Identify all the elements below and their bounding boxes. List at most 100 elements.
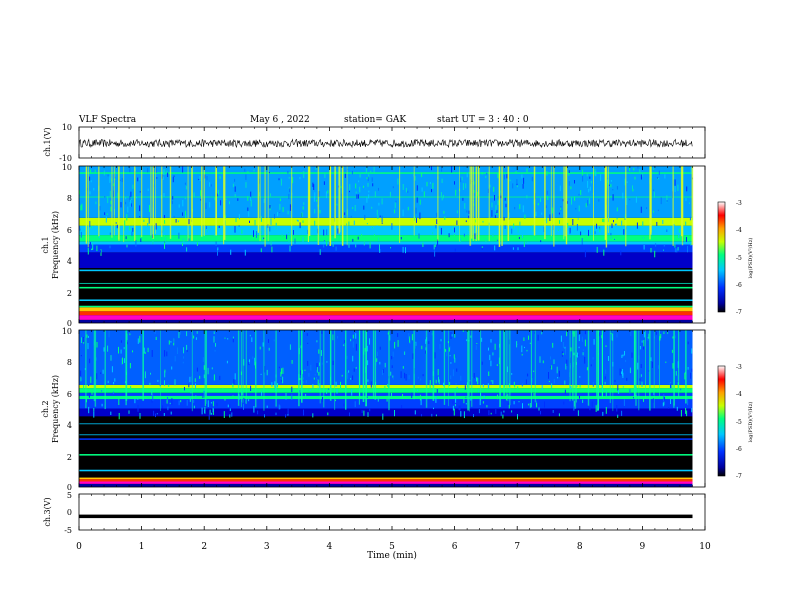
spec2-speckle bbox=[363, 410, 365, 416]
spec1-speckle bbox=[378, 237, 380, 241]
spec2-speckle bbox=[193, 405, 195, 409]
spec2-speckle bbox=[250, 385, 252, 391]
spec2-speckle bbox=[629, 389, 631, 394]
spec1-speckle bbox=[163, 169, 165, 175]
spec2-speckle bbox=[564, 346, 566, 349]
spec2-speckle bbox=[687, 341, 689, 345]
spec1-impulse bbox=[682, 166, 684, 242]
spec2-speckle bbox=[366, 345, 368, 352]
spec1-speckle bbox=[296, 219, 298, 221]
spec2-impulse bbox=[301, 330, 303, 403]
spec2-speckle bbox=[414, 342, 416, 349]
spec1-speckle bbox=[429, 182, 431, 185]
spec2-impulse bbox=[323, 330, 325, 408]
spec2-speckle bbox=[421, 345, 423, 350]
spec2-speckle bbox=[526, 349, 528, 352]
spec2-speckle bbox=[132, 350, 133, 353]
spec2-speckle bbox=[326, 390, 328, 394]
spec1-speckle bbox=[676, 248, 678, 253]
spec1-speckle bbox=[288, 232, 290, 234]
spec1-speckle bbox=[581, 238, 583, 245]
spec2-speckle bbox=[213, 336, 215, 343]
spec2-speckle bbox=[392, 375, 394, 378]
spec1-speckle bbox=[473, 190, 475, 193]
spec1-speckle bbox=[532, 225, 534, 232]
spec2-speckle bbox=[93, 411, 95, 418]
spec1-speckle bbox=[576, 224, 578, 231]
spec1-speckle bbox=[580, 231, 582, 236]
spec1-speckle bbox=[268, 172, 270, 174]
spec2-speckle bbox=[193, 400, 195, 403]
spec1-speckle bbox=[166, 170, 168, 174]
spec2-speckle bbox=[196, 331, 198, 334]
spec2-speckle bbox=[435, 414, 437, 417]
spec2-speckle bbox=[680, 410, 682, 417]
spec2-speckle bbox=[268, 347, 270, 351]
spec1-speckle bbox=[663, 249, 664, 251]
spec1-speckle bbox=[183, 238, 185, 242]
spec1-speckle bbox=[496, 213, 498, 216]
spec2-speckle bbox=[81, 337, 82, 343]
spec2-speckle bbox=[257, 410, 259, 415]
spec1-speckle bbox=[379, 215, 381, 217]
spec1-speckle bbox=[504, 197, 506, 201]
spec1-speckle bbox=[436, 219, 438, 224]
spec1-speckle bbox=[606, 179, 608, 183]
spec2-speckle bbox=[156, 413, 158, 415]
spec2-impulse bbox=[638, 330, 640, 411]
spec2-speckle bbox=[440, 339, 442, 342]
spec1-speckle bbox=[90, 169, 92, 174]
spec2-impulse bbox=[104, 330, 106, 410]
spec1-speckle bbox=[584, 250, 586, 258]
spec2-speckle bbox=[477, 377, 479, 385]
spec1-speckle bbox=[589, 198, 591, 204]
ch2-cbar-tick-m5: -5 bbox=[736, 419, 742, 426]
spec2-speckle bbox=[130, 386, 132, 392]
spec2-speckle bbox=[643, 340, 645, 347]
spec1-speckle bbox=[491, 202, 493, 208]
spec2-speckle bbox=[349, 412, 350, 417]
spec2-speckle bbox=[285, 393, 287, 400]
spec2-speckle bbox=[307, 360, 309, 366]
spec2-speckle bbox=[137, 404, 139, 412]
spec1-speckle bbox=[407, 190, 409, 193]
spec2-speckle bbox=[582, 399, 584, 403]
spec2-speckle bbox=[174, 356, 176, 362]
spec2-speckle bbox=[143, 347, 145, 354]
spec2-speckle bbox=[455, 383, 457, 385]
spec2-speckle bbox=[490, 380, 492, 382]
ch3-waveform-ylabel: ch.3(V) bbox=[43, 497, 52, 526]
xtick-2: 2 bbox=[201, 542, 207, 552]
spec1-speckle bbox=[164, 237, 166, 244]
spec1-speckle bbox=[234, 225, 236, 233]
spec2-speckle bbox=[367, 412, 369, 417]
spec1-speckle bbox=[217, 249, 218, 256]
spec2-speckle bbox=[435, 379, 437, 384]
spec1-speckle bbox=[260, 248, 262, 253]
spec1-speckle bbox=[254, 219, 256, 226]
spec1-speckle bbox=[217, 247, 219, 251]
spec2-speckle bbox=[438, 379, 440, 385]
spec1-speckle bbox=[650, 248, 652, 253]
spec1-speckle bbox=[238, 225, 240, 227]
spec1-speckle bbox=[335, 171, 337, 174]
spec2-speckle bbox=[690, 372, 692, 379]
spec2-speckle bbox=[605, 345, 607, 347]
spec1-speckle bbox=[656, 221, 658, 226]
spec2-speckle bbox=[563, 401, 565, 405]
spec2-speckle bbox=[223, 411, 225, 418]
spec1-speckle bbox=[241, 229, 243, 234]
spec1-speckle bbox=[639, 169, 641, 174]
spec2-impulse bbox=[362, 330, 365, 402]
spec2-impulse bbox=[365, 330, 367, 407]
spec1-speckle bbox=[456, 210, 458, 214]
spec2-speckle bbox=[421, 414, 422, 417]
spec1-speckle bbox=[185, 215, 187, 218]
spec2-speckle bbox=[118, 413, 120, 420]
spec2-speckle bbox=[417, 376, 419, 379]
spec2-speckle bbox=[420, 398, 422, 406]
spec1-speckle bbox=[263, 237, 265, 240]
spec1-speckle bbox=[473, 181, 475, 185]
ch2-spectrogram-image bbox=[79, 330, 705, 487]
spec2-speckle bbox=[317, 379, 319, 387]
